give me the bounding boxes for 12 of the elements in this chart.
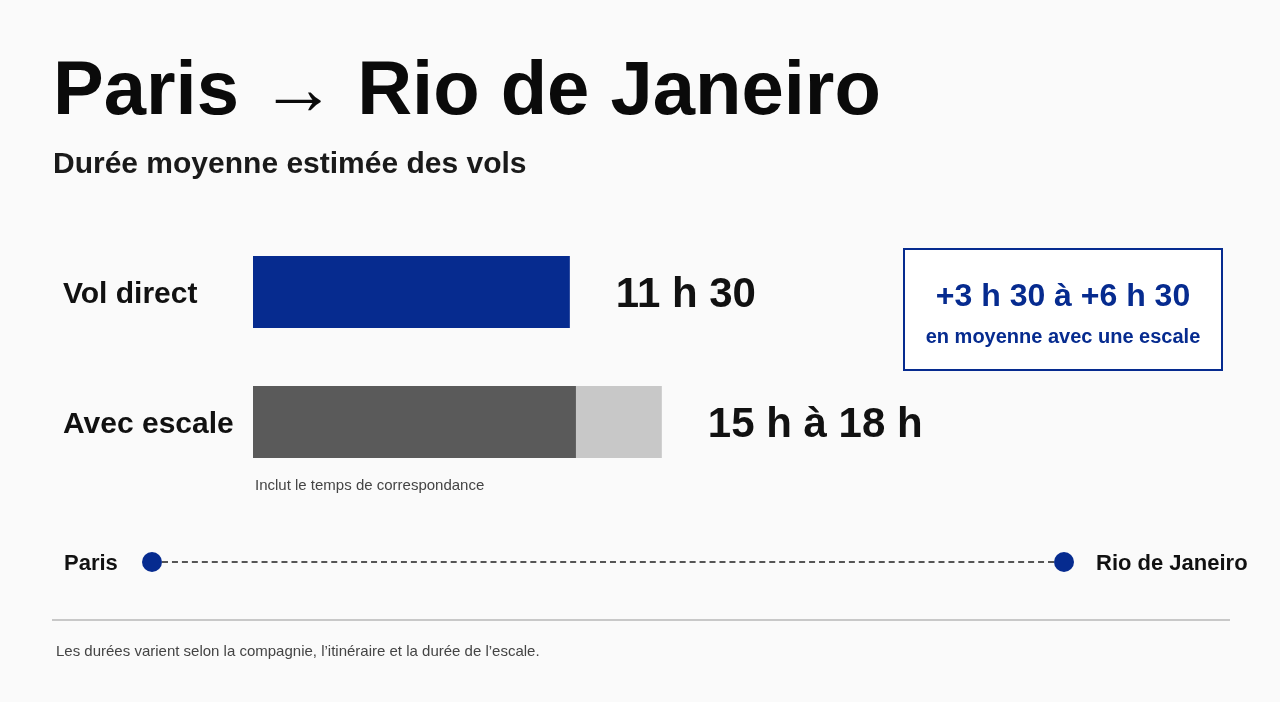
text: Rio de Janeiro bbox=[1096, 549, 1248, 575]
text: en moyenne avec une escale bbox=[925, 325, 1201, 347]
chart-subtitle: Durée moyenne estimée des vols bbox=[53, 145, 527, 179]
text: Paris bbox=[64, 549, 118, 575]
text: Les durées varient selon la compagnie, l’itinéraire et la durée de l’escale. bbox=[56, 641, 540, 659]
annotation: Inclut le temps de correspondance bbox=[255, 475, 485, 493]
annotation: 11 h 30 bbox=[615, 268, 756, 316]
text: +3 h 30 à +6 h 30 bbox=[935, 277, 1191, 313]
y-tick-label: Avec escale bbox=[63, 405, 234, 439]
text: 15 h à 18 h bbox=[707, 398, 923, 446]
chart-title: Paris → Rio de Janeiro bbox=[53, 44, 881, 130]
y-tick-label: Vol direct bbox=[63, 275, 198, 309]
